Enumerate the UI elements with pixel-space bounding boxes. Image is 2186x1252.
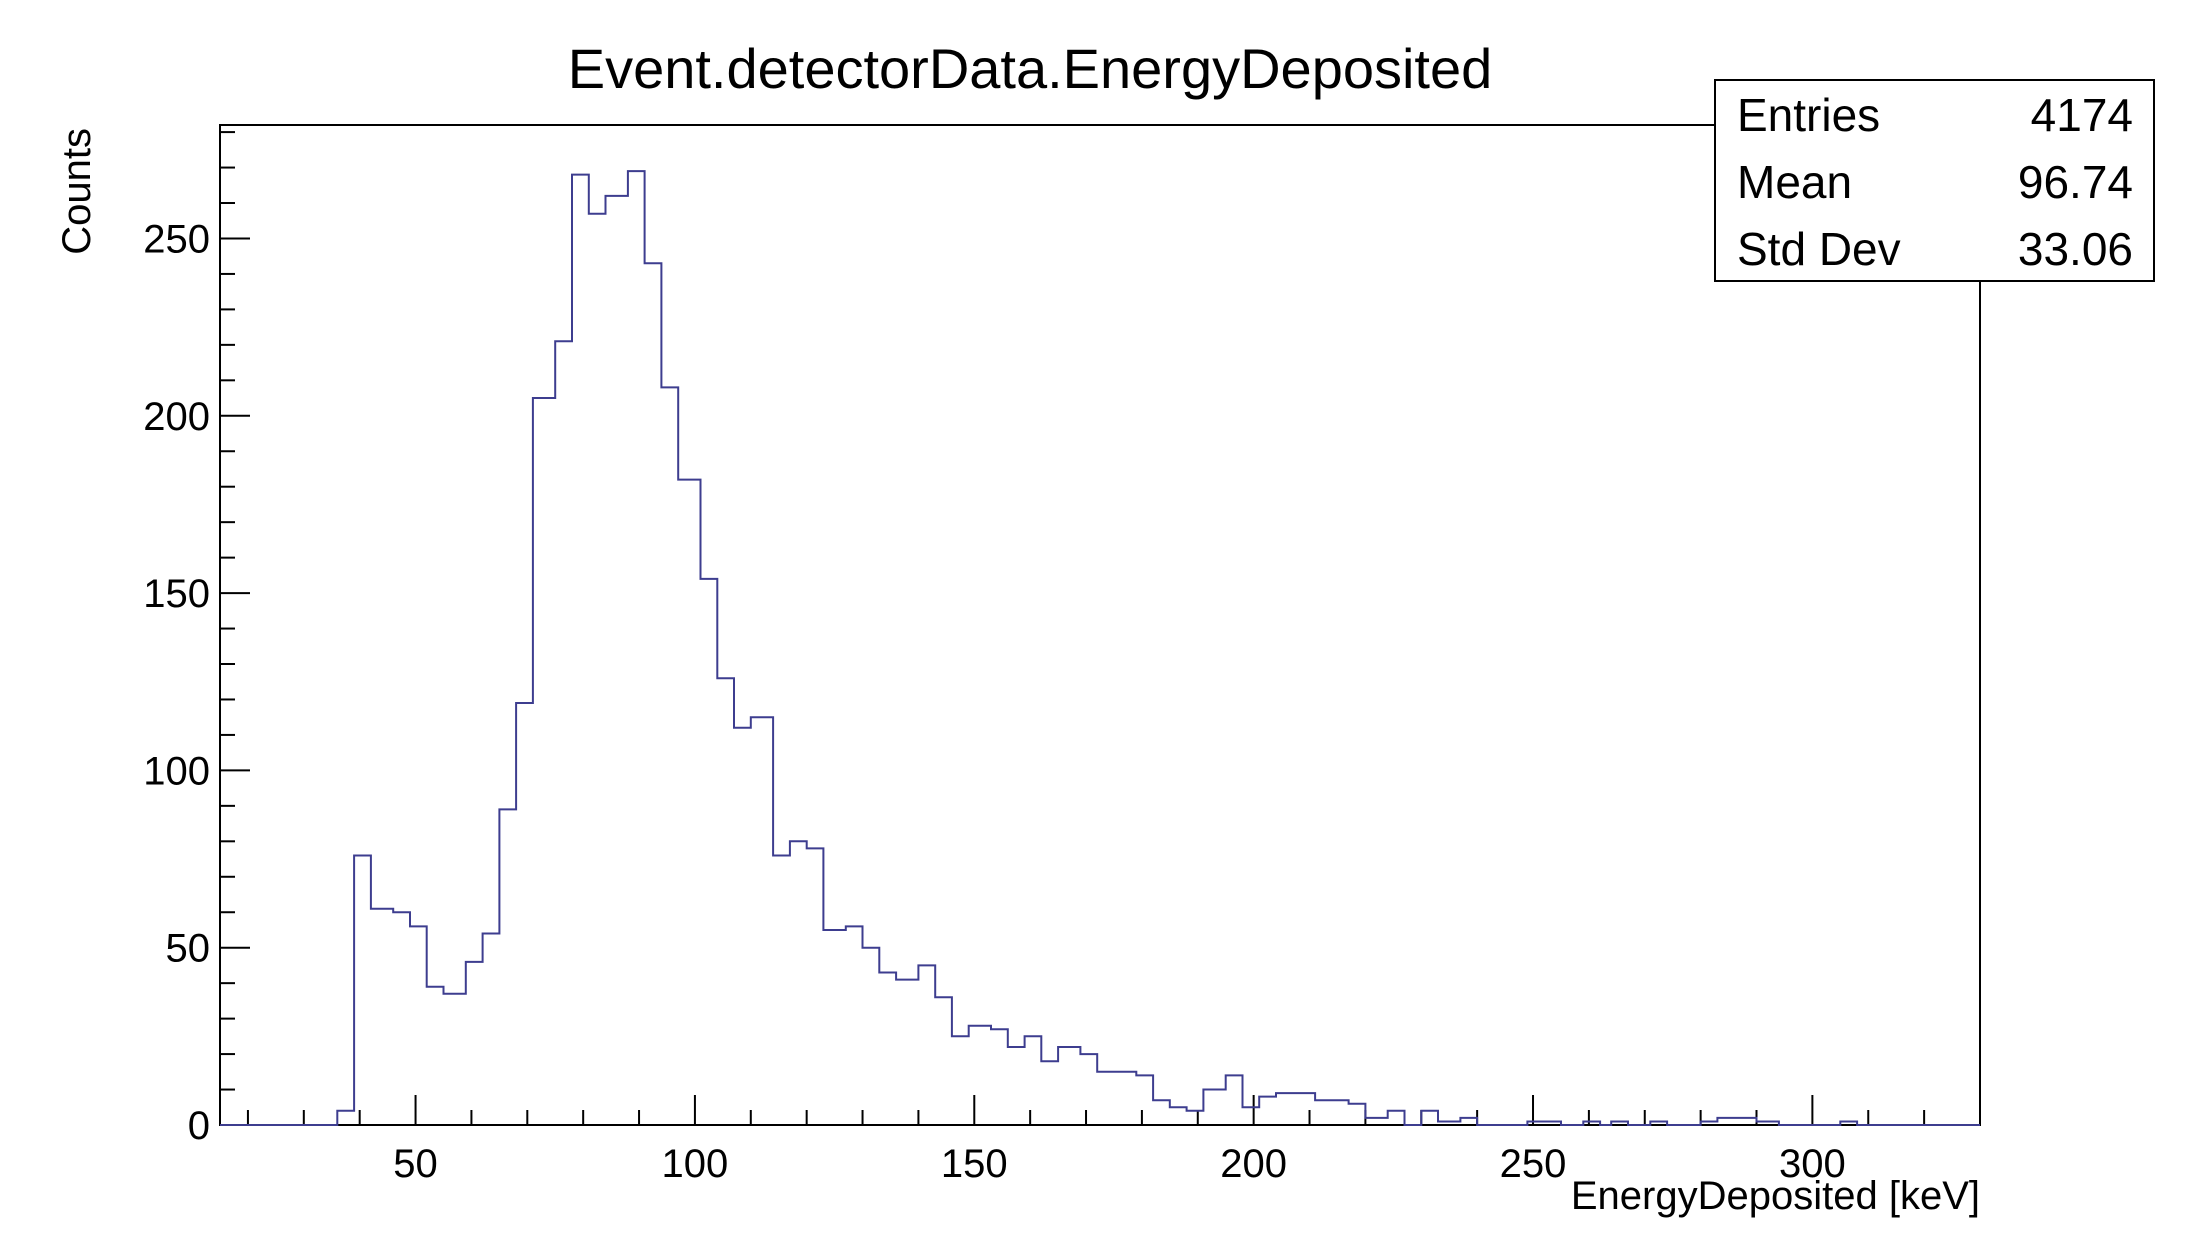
x-tick-label: 50 (393, 1142, 438, 1186)
stats-entries-value: 4174 (2031, 89, 2133, 141)
y-axis-ticks: 0 50 100 150 200 250 (143, 131, 250, 1148)
x-tick-label: 150 (941, 1142, 1008, 1186)
stats-stddev-value: 33.06 (2018, 223, 2133, 275)
y-tick-label: 150 (143, 572, 210, 616)
chart-title: Event.detectorData.EnergyDeposited (568, 37, 1493, 100)
x-tick-label: 250 (1500, 1142, 1567, 1186)
x-axis-ticks: 50 100 150 200 250 300 (246, 1095, 1981, 1186)
y-tick-label: 250 (143, 217, 210, 261)
statistics-box: Entries 4174 Mean 96.74 Std Dev 33.06 (1714, 79, 2155, 282)
x-tick-label: 200 (1220, 1142, 1287, 1186)
stats-mean-label: Mean (1737, 156, 1852, 208)
plot-frame (219, 124, 1981, 1126)
stats-entries-label: Entries (1737, 89, 1880, 141)
y-tick-label: 200 (143, 395, 210, 439)
stats-mean-value: 96.74 (2018, 156, 2133, 208)
y-tick-label: 50 (166, 927, 211, 971)
histogram-series-line (220, 170, 1980, 1126)
y-axis-label: Counts (55, 128, 99, 255)
y-tick-label: 0 (188, 1104, 210, 1148)
x-axis-label: EnergyDeposited [keV] (1571, 1174, 1980, 1218)
statistics-box-frame (1714, 79, 2155, 282)
y-tick-label: 100 (143, 749, 210, 793)
stats-stddev-label: Std Dev (1737, 223, 1901, 275)
x-tick-label: 100 (662, 1142, 729, 1186)
x-tick-label: 300 (1779, 1142, 1846, 1186)
